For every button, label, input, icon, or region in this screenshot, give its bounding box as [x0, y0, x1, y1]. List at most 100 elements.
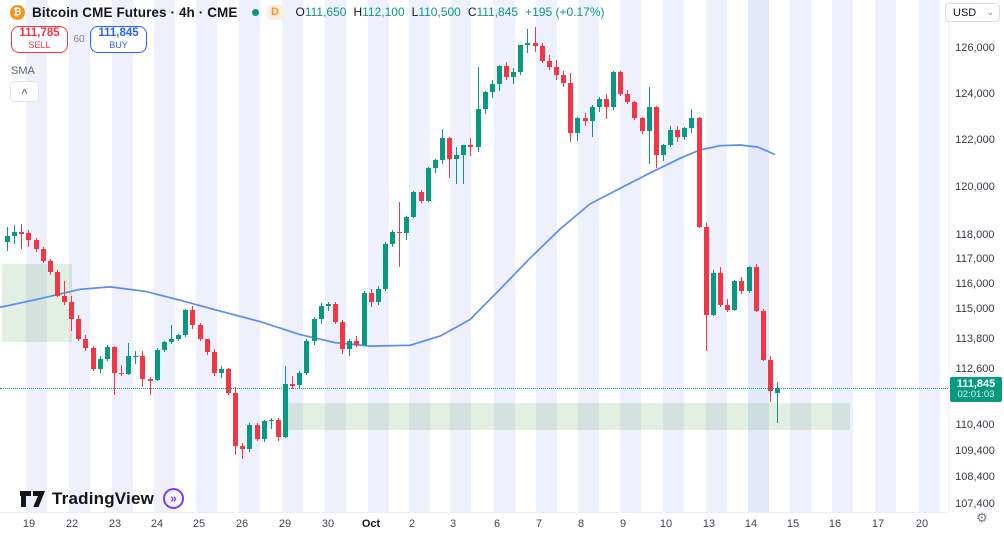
session-stripe	[706, 0, 727, 512]
candle	[632, 101, 638, 118]
bitcoin-icon: ₿	[10, 4, 25, 20]
price-axis-label: 120,000	[955, 181, 995, 194]
resolution-badge[interactable]: D	[266, 4, 284, 20]
candle	[397, 231, 403, 234]
price-axis-label: 117,000	[955, 253, 995, 266]
candle	[54, 272, 60, 296]
candle	[496, 65, 502, 85]
candle	[275, 419, 281, 437]
candle	[454, 155, 460, 159]
candle	[760, 311, 766, 360]
price-axis-label: 113,800	[955, 332, 995, 345]
candle	[568, 82, 574, 133]
price-axis-label: 110,400	[955, 419, 995, 432]
time-axis-label: 23	[108, 518, 122, 530]
ohlc-readout: O111,650 H112,100 L110,500 C111,845 +195…	[296, 5, 605, 19]
sell-label: SELL	[28, 40, 51, 50]
candle	[404, 217, 410, 233]
time-axis-label: 24	[150, 518, 164, 530]
low-label: L	[411, 5, 419, 19]
candle	[368, 292, 374, 303]
tradingview-logo[interactable]: TradingView »	[20, 488, 185, 509]
spread-value: 60	[73, 34, 85, 45]
session-stripe	[620, 0, 641, 512]
price-zone[interactable]	[283, 402, 850, 430]
time-axis-label: 14	[744, 518, 758, 530]
candle-wick	[270, 417, 272, 429]
sell-button[interactable]: 111,785 SELL	[11, 26, 68, 53]
time-axis-label: 25	[192, 518, 206, 530]
price-axis-label: 115,000	[955, 302, 995, 315]
candle	[746, 266, 752, 292]
candle	[19, 232, 25, 234]
candle	[639, 117, 645, 131]
candle	[390, 231, 396, 244]
candle	[111, 346, 117, 373]
candle	[718, 272, 723, 305]
buy-button[interactable]: 111,845 BUY	[90, 26, 147, 53]
candle	[33, 239, 39, 250]
time-axis-label: 15	[786, 518, 800, 530]
chart-canvas[interactable]	[0, 0, 948, 512]
candle	[382, 243, 388, 289]
candle	[539, 45, 545, 62]
candle	[161, 342, 167, 350]
candle	[211, 351, 217, 374]
candle-wick	[534, 26, 536, 52]
buy-label: BUY	[109, 40, 128, 50]
candle	[325, 303, 331, 307]
currency-selector[interactable]: USD ⌄	[945, 3, 1000, 22]
candle-wick	[327, 301, 329, 312]
candle-wick	[456, 147, 458, 185]
go-to-realtime-icon[interactable]: »	[163, 488, 185, 509]
candle	[696, 118, 702, 227]
candle-wick	[64, 281, 66, 305]
candle	[12, 232, 18, 237]
candle	[525, 43, 531, 46]
session-stripe	[578, 0, 599, 512]
candle	[482, 92, 488, 110]
session-stripe	[69, 0, 90, 512]
time-axis[interactable]: 19 22 23 24 25 26 29 30 Oct 2 3 6 7 8 9 10 13 14 15 16 17 20	[0, 512, 948, 537]
symbol-title[interactable]: Bitcoin CME Futures · 4h · CME	[32, 4, 238, 20]
candle	[504, 65, 510, 78]
candle	[297, 373, 303, 386]
high-label: H	[353, 5, 363, 19]
candle	[675, 129, 681, 137]
candle	[133, 355, 139, 358]
candle-wick	[470, 137, 472, 157]
collapse-legend-button[interactable]: ^	[10, 81, 39, 102]
axis-settings-gear-icon[interactable]: ⚙	[976, 510, 988, 525]
open-value: 111,650	[304, 5, 347, 19]
time-axis-label: 7	[535, 518, 543, 530]
candle	[753, 266, 759, 312]
candle	[197, 324, 203, 340]
change-value: +195 (+0.17%)	[525, 5, 605, 19]
candle	[183, 309, 189, 336]
candle	[47, 261, 53, 273]
price-axis[interactable]: 126,000 124,000 122,000 120,000 118,000 117,0…	[948, 0, 1004, 512]
price-zone[interactable]	[2, 264, 72, 343]
candle	[318, 306, 324, 319]
chart-legend: ₿ Bitcoin CME Futures · 4h · CME D O111,…	[10, 2, 604, 102]
candle	[682, 128, 688, 137]
candle	[90, 348, 96, 369]
candle	[218, 368, 224, 374]
candle	[119, 372, 125, 375]
candle	[518, 45, 524, 72]
time-axis-label: Oct	[361, 518, 381, 530]
candle	[190, 309, 196, 325]
candle	[97, 358, 103, 369]
buy-price: 111,845	[98, 27, 139, 39]
candle	[646, 107, 652, 131]
candle	[204, 339, 210, 352]
time-axis-label: 26	[235, 518, 249, 530]
candle	[168, 338, 174, 343]
candle	[5, 236, 10, 243]
open-label: O	[295, 5, 305, 19]
sma-indicator-label[interactable]: SMA	[11, 65, 35, 77]
candle	[247, 425, 253, 449]
session-stripe	[494, 0, 515, 512]
candle	[62, 295, 68, 303]
chevron-up-icon: ^	[21, 87, 28, 100]
